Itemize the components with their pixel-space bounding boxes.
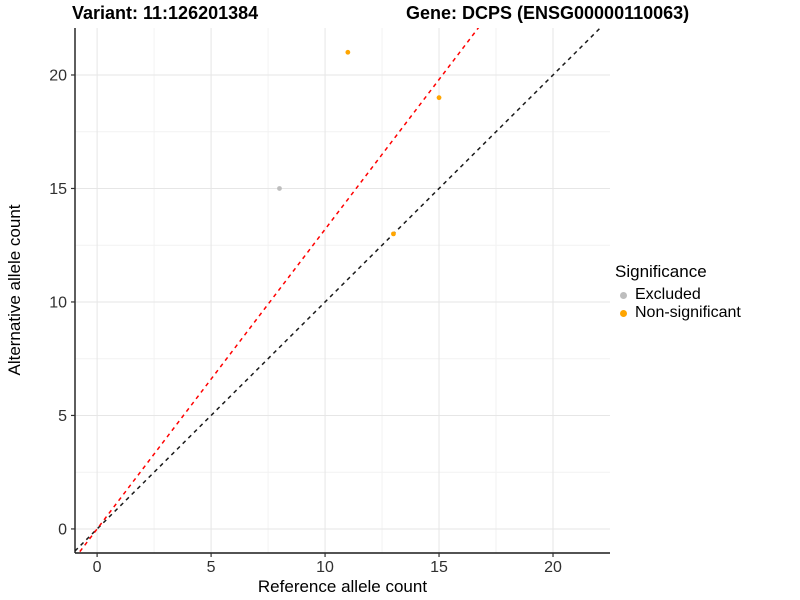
data-point-non-significant <box>436 95 442 101</box>
legend-item-label: Non-significant <box>635 304 741 321</box>
x-tick-label: 5 <box>207 559 216 576</box>
legend-item-label: Excluded <box>635 286 701 303</box>
plot-title-gene: Gene: DCPS (ENSG00000110063) <box>406 3 690 23</box>
x-axis-title: Reference allele count <box>257 577 428 596</box>
data-point-excluded <box>277 186 282 191</box>
y-tick-label: 5 <box>58 408 67 425</box>
legend-item-non-significant: Non-significant <box>615 304 741 322</box>
y-tick-label: 0 <box>58 521 67 538</box>
legend: Significance Excluded Non-significant <box>615 262 741 322</box>
x-tick-label: 0 <box>93 559 102 576</box>
expected-ratio-line <box>77 28 480 553</box>
plot-title-variant: Variant: 11:126201384 <box>72 3 259 23</box>
identity-line <box>75 28 602 552</box>
y-tick-label: 20 <box>49 67 67 84</box>
legend-item-excluded: Excluded <box>615 286 741 304</box>
excluded-point-icon <box>620 291 627 299</box>
y-tick-label: 10 <box>49 294 67 311</box>
legend-title: Significance <box>615 262 707 281</box>
x-tick-label: 15 <box>430 559 448 576</box>
x-tick-label: 10 <box>316 559 334 576</box>
data-point-non-significant <box>391 231 396 237</box>
x-tick-label: 20 <box>544 559 562 576</box>
y-tick-label: 15 <box>49 181 67 198</box>
data-point-non-significant <box>345 49 351 55</box>
y-axis-title: Alternative allele count <box>5 204 24 376</box>
non-significant-point-icon <box>620 309 627 317</box>
